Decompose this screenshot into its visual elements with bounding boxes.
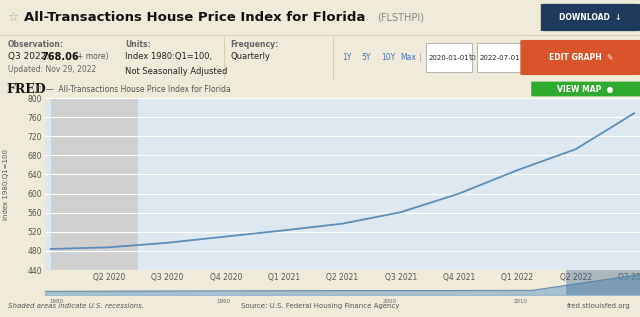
Text: 1990: 1990 bbox=[216, 299, 230, 304]
Text: ☆: ☆ bbox=[8, 11, 19, 24]
Bar bbox=[566, 270, 640, 295]
Text: (+ more): (+ more) bbox=[74, 52, 108, 61]
Text: 2020-01-01: 2020-01-01 bbox=[428, 55, 469, 61]
Text: |: | bbox=[419, 53, 422, 62]
Text: Index 1980:Q1=100,: Index 1980:Q1=100, bbox=[125, 52, 212, 61]
Text: All-Transactions House Price Index for Florida: All-Transactions House Price Index for F… bbox=[24, 11, 365, 24]
Text: 768.06: 768.06 bbox=[42, 52, 79, 62]
Text: Updated: Nov 29, 2022: Updated: Nov 29, 2022 bbox=[8, 65, 96, 74]
Text: Index 1980:Q1=100: Index 1980:Q1=100 bbox=[3, 148, 9, 219]
Text: Shaded areas indicate U.S. recessions.: Shaded areas indicate U.S. recessions. bbox=[8, 303, 144, 309]
Text: 2010: 2010 bbox=[514, 299, 528, 304]
Text: Observation:: Observation: bbox=[8, 40, 64, 49]
FancyBboxPatch shape bbox=[541, 4, 640, 31]
FancyBboxPatch shape bbox=[531, 81, 640, 96]
Text: Quarterly: Quarterly bbox=[230, 52, 270, 61]
Text: Max: Max bbox=[400, 53, 416, 62]
Text: (FLSTHPI): (FLSTHPI) bbox=[378, 12, 424, 23]
Text: Q3 2022:: Q3 2022: bbox=[8, 52, 54, 61]
Text: DOWNLOAD  ↓: DOWNLOAD ↓ bbox=[559, 13, 622, 22]
FancyBboxPatch shape bbox=[520, 40, 640, 75]
Text: 5Y: 5Y bbox=[362, 53, 371, 62]
Bar bbox=[51, 98, 138, 270]
Text: 2022-07-01: 2022-07-01 bbox=[479, 55, 520, 61]
Text: Not Seasonally Adjusted: Not Seasonally Adjusted bbox=[125, 67, 227, 75]
Text: fred.stlouisfed.org: fred.stlouisfed.org bbox=[567, 303, 630, 309]
Text: Units:: Units: bbox=[125, 40, 150, 49]
Text: Source: U.S. Federal Housing Finance Agency: Source: U.S. Federal Housing Finance Age… bbox=[241, 303, 399, 309]
FancyBboxPatch shape bbox=[426, 43, 472, 72]
Text: to: to bbox=[468, 53, 476, 62]
FancyBboxPatch shape bbox=[477, 43, 524, 72]
Text: EDIT GRAPH  ✎: EDIT GRAPH ✎ bbox=[549, 53, 613, 62]
Text: VIEW MAP  ●: VIEW MAP ● bbox=[557, 85, 614, 94]
Text: 📈: 📈 bbox=[37, 86, 42, 92]
Text: —  All-Transactions House Price Index for Florida: — All-Transactions House Price Index for… bbox=[46, 85, 231, 94]
Text: 1Y: 1Y bbox=[342, 53, 352, 62]
Text: Frequency:: Frequency: bbox=[230, 40, 278, 49]
Text: 10Y: 10Y bbox=[381, 53, 395, 62]
Text: 1980: 1980 bbox=[50, 299, 64, 304]
Text: FRED: FRED bbox=[6, 82, 46, 95]
Text: 2000: 2000 bbox=[383, 299, 397, 304]
